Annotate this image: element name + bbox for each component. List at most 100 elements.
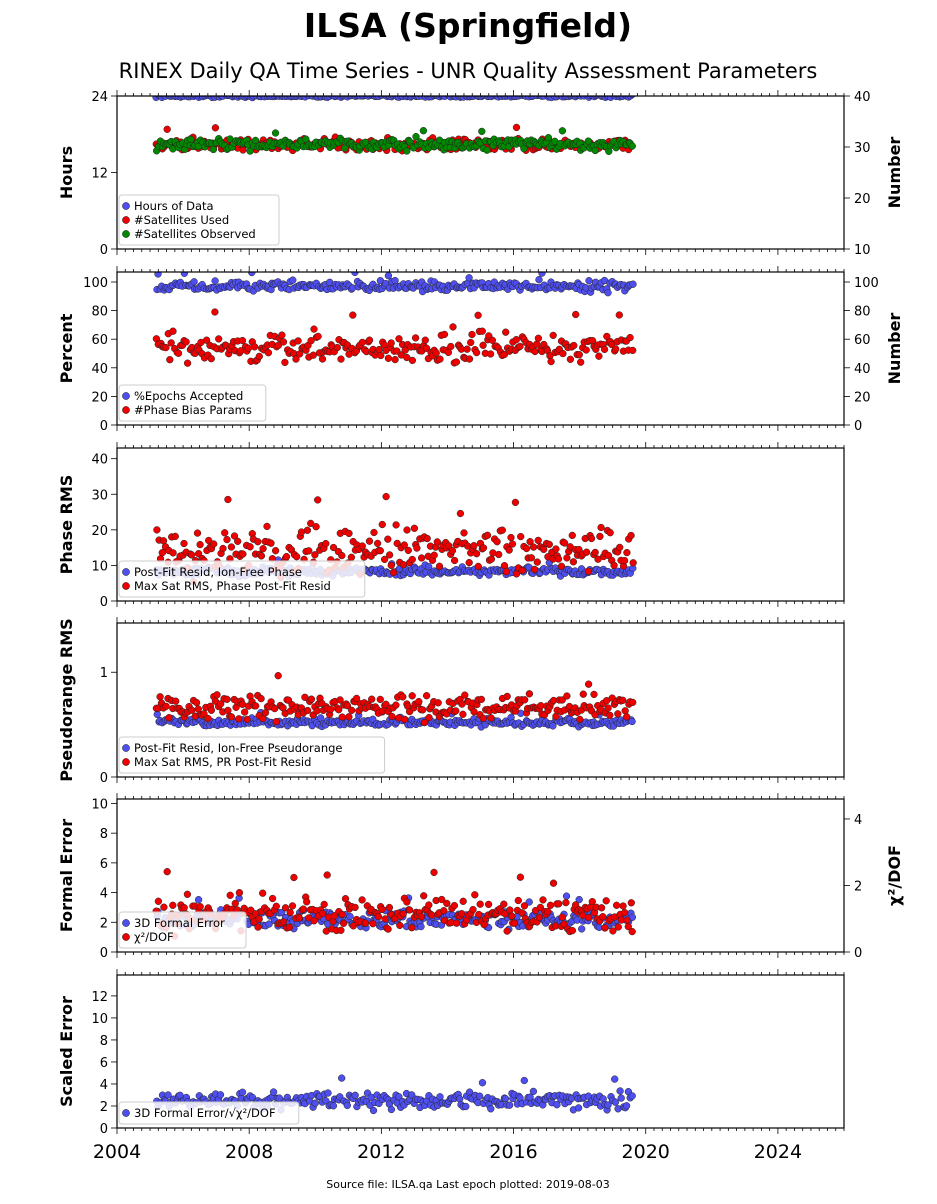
point-red bbox=[311, 551, 319, 559]
y-tick-label: 0 bbox=[100, 1122, 108, 1137]
legend-label: 3D Formal Error bbox=[134, 916, 225, 930]
legend-label: χ²/DOF bbox=[134, 930, 174, 944]
point-red bbox=[475, 910, 483, 919]
point-red bbox=[403, 526, 411, 534]
point-blue bbox=[265, 920, 273, 928]
point-red bbox=[438, 895, 446, 904]
y-tick-label: 1 bbox=[100, 666, 108, 681]
point-red bbox=[345, 529, 353, 538]
y2-axis-label: χ²/DOF bbox=[885, 845, 904, 906]
point-blue bbox=[278, 908, 286, 917]
point-red bbox=[534, 536, 542, 545]
x-tick-label: 2012 bbox=[357, 1141, 405, 1163]
point-red bbox=[385, 551, 394, 559]
point-red bbox=[235, 889, 244, 897]
y-axis-label: Pseudorange RMS bbox=[57, 618, 76, 781]
point-blue bbox=[520, 1076, 528, 1085]
point-red bbox=[487, 555, 496, 563]
point-red bbox=[399, 693, 407, 701]
y-tick-label: 0 bbox=[100, 771, 108, 786]
point-red bbox=[615, 311, 623, 319]
point-red bbox=[465, 558, 473, 567]
point-red bbox=[352, 694, 361, 703]
point-red bbox=[196, 903, 204, 911]
y-tick-label: 20 bbox=[91, 390, 108, 405]
point-red bbox=[257, 694, 265, 703]
point-red bbox=[404, 546, 412, 555]
point-red bbox=[463, 345, 471, 353]
point-blue bbox=[501, 1094, 510, 1103]
point-red bbox=[476, 900, 484, 908]
point-red bbox=[480, 920, 488, 929]
point-red bbox=[387, 339, 395, 347]
point-red bbox=[479, 544, 488, 552]
point-red bbox=[369, 920, 377, 928]
point-red bbox=[554, 555, 563, 563]
point-red bbox=[468, 330, 476, 339]
point-red bbox=[459, 897, 467, 905]
legend-label: Max Sat RMS, Phase Post-Fit Resid bbox=[134, 579, 331, 593]
point-red bbox=[430, 551, 438, 559]
point-red bbox=[575, 351, 583, 359]
point-blue bbox=[462, 1102, 470, 1111]
point-red bbox=[600, 345, 609, 354]
point-red bbox=[512, 123, 521, 132]
point-red bbox=[303, 526, 312, 534]
point-red bbox=[576, 715, 584, 724]
y2-tick-label: 40 bbox=[854, 362, 871, 377]
point-red bbox=[486, 350, 495, 358]
point-blue bbox=[574, 1104, 583, 1112]
point-red bbox=[318, 909, 327, 918]
point-red bbox=[349, 922, 358, 930]
point-blue bbox=[616, 1087, 624, 1095]
point-red bbox=[335, 706, 343, 714]
point-red bbox=[384, 354, 393, 362]
point-red bbox=[274, 672, 282, 680]
point-red bbox=[500, 350, 509, 359]
point-red bbox=[584, 567, 592, 575]
point-red bbox=[384, 535, 392, 543]
legend: Post-Fit Resid, Ion-Free PseudorangeMax … bbox=[118, 736, 386, 774]
point-red bbox=[487, 714, 495, 722]
point-red bbox=[609, 927, 617, 935]
y2-tick-label: 2 bbox=[854, 879, 862, 894]
y-tick-label: 80 bbox=[91, 305, 108, 320]
point-red bbox=[533, 558, 541, 566]
point-red bbox=[514, 896, 522, 905]
point-red bbox=[493, 538, 501, 546]
point-red bbox=[271, 704, 279, 713]
legend-label: Post-Fit Resid, Ion-Free Phase bbox=[134, 565, 302, 579]
point-red bbox=[597, 904, 606, 912]
point-red bbox=[368, 695, 376, 703]
point-red bbox=[365, 537, 374, 545]
point-red bbox=[337, 355, 345, 363]
legend-marker bbox=[122, 568, 130, 576]
x-tick-label: 2004 bbox=[93, 1141, 141, 1163]
point-red bbox=[210, 540, 218, 548]
points-group bbox=[152, 272, 637, 367]
point-red bbox=[559, 349, 567, 358]
y2-axis-label: Number bbox=[885, 137, 904, 209]
point-red bbox=[545, 540, 553, 549]
point-red bbox=[167, 339, 175, 347]
point-red bbox=[530, 565, 539, 574]
point-red bbox=[378, 905, 386, 914]
point-red bbox=[433, 538, 441, 546]
point-red bbox=[272, 902, 280, 910]
point-red bbox=[450, 901, 459, 910]
point-red bbox=[552, 545, 560, 553]
y-tick-label: 0 bbox=[100, 595, 108, 610]
point-red bbox=[626, 333, 634, 342]
point-red bbox=[403, 898, 411, 906]
point-red bbox=[503, 692, 511, 701]
point-red bbox=[472, 348, 481, 357]
point-red bbox=[606, 529, 614, 537]
point-red bbox=[472, 550, 481, 558]
point-green bbox=[187, 135, 195, 144]
point-red bbox=[162, 702, 170, 710]
point-red bbox=[508, 540, 517, 548]
point-red bbox=[544, 907, 552, 916]
point-red bbox=[255, 915, 263, 923]
point-blue bbox=[465, 274, 473, 282]
